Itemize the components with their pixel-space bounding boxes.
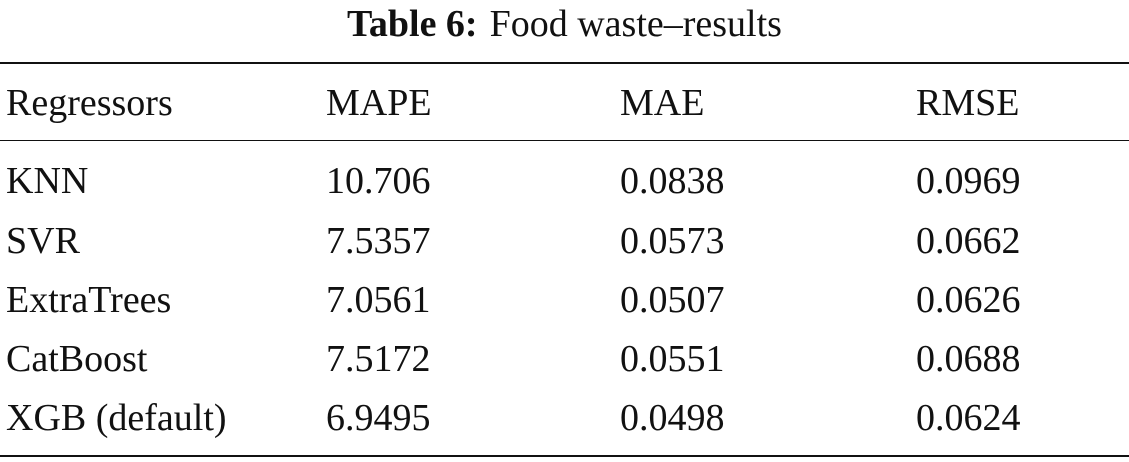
table-cell-mae: 0.0498 bbox=[620, 397, 725, 439]
table-cell-rmse: 0.0969 bbox=[916, 160, 1021, 202]
table-cell-rmse: 0.0662 bbox=[916, 220, 1021, 262]
table-caption-title: Food waste–results bbox=[489, 3, 782, 45]
table-header-row: Regressors MAPE MAE RMSE bbox=[0, 75, 1129, 131]
column-header-mae: MAE bbox=[620, 82, 705, 124]
table-cell-mape: 7.5172 bbox=[326, 338, 431, 380]
table-caption-label: Table 6: bbox=[347, 3, 478, 45]
table-header-rule bbox=[0, 140, 1129, 141]
table-cell-regressor: KNN bbox=[6, 160, 89, 202]
column-header-regressors: Regressors bbox=[6, 82, 173, 124]
table-cell-regressor: CatBoost bbox=[6, 338, 148, 380]
table-row: KNN 10.706 0.0838 0.0969 bbox=[0, 153, 1129, 209]
table-cell-regressor: XGB (default) bbox=[6, 397, 227, 439]
table-row: XGB (default) 6.9495 0.0498 0.0624 bbox=[0, 390, 1129, 446]
table-bottom-rule bbox=[0, 455, 1129, 457]
table-row: ExtraTrees 7.0561 0.0507 0.0626 bbox=[0, 272, 1129, 328]
table-row: SVR 7.5357 0.0573 0.0662 bbox=[0, 213, 1129, 269]
table-cell-mape: 10.706 bbox=[326, 160, 431, 202]
table-cell-rmse: 0.0624 bbox=[916, 397, 1021, 439]
table-cell-rmse: 0.0626 bbox=[916, 279, 1021, 321]
table-cell-mae: 0.0551 bbox=[620, 338, 725, 380]
table-cell-mape: 7.5357 bbox=[326, 220, 431, 262]
column-header-mape: MAPE bbox=[326, 82, 432, 124]
table-caption: Table 6: Food waste–results bbox=[0, 2, 1129, 46]
table-row: CatBoost 7.5172 0.0551 0.0688 bbox=[0, 331, 1129, 387]
table-cell-mape: 6.9495 bbox=[326, 397, 431, 439]
table-cell-rmse: 0.0688 bbox=[916, 338, 1021, 380]
table-top-rule bbox=[0, 62, 1129, 64]
table-cell-mae: 0.0507 bbox=[620, 279, 725, 321]
column-header-rmse: RMSE bbox=[916, 82, 1020, 124]
table-cell-mape: 7.0561 bbox=[326, 279, 431, 321]
table-cell-regressor: SVR bbox=[6, 220, 80, 262]
table-cell-mae: 0.0573 bbox=[620, 220, 725, 262]
table-cell-regressor: ExtraTrees bbox=[6, 279, 172, 321]
table-cell-mae: 0.0838 bbox=[620, 160, 725, 202]
